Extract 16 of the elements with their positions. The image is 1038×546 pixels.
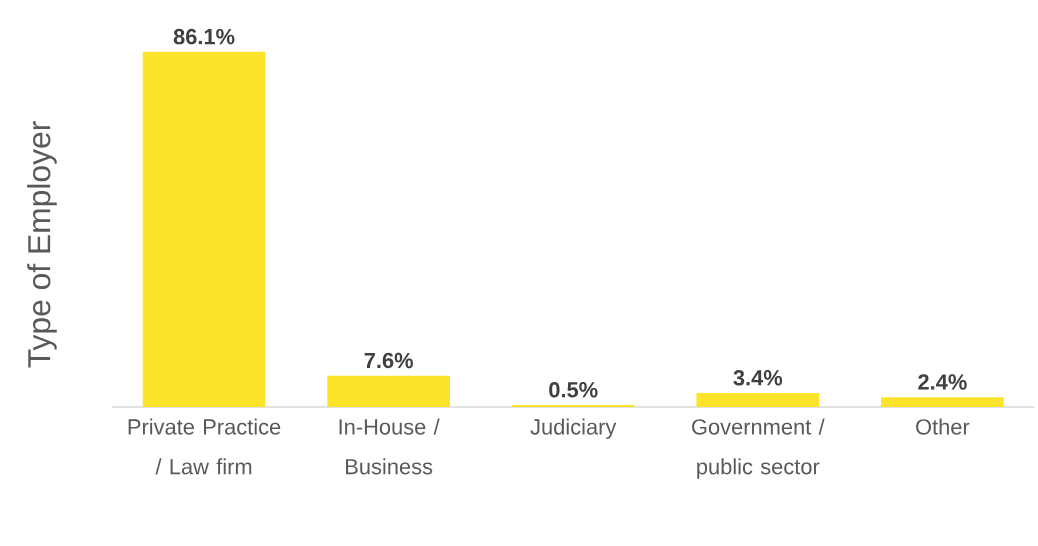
x-tick-label: Other [916, 418, 970, 435]
data-label: 7.6% [364, 352, 413, 369]
x-tick-label: Judiciary [530, 418, 617, 440]
bar [142, 51, 266, 408]
bar [881, 397, 1004, 408]
y-axis-title: Type of Employer [27, 121, 57, 368]
x-tick-label: Government / public sector [692, 418, 825, 479]
x-tick-label: Private Practice / Law firm [128, 418, 281, 475]
bar [511, 405, 635, 408]
bar [327, 375, 450, 408]
bar [696, 393, 820, 408]
data-label: 2.4% [918, 374, 967, 390]
x-tick-label: In-House / Business [339, 418, 440, 475]
data-label: 3.4% [733, 370, 783, 386]
data-label: 86.1% [173, 28, 235, 45]
data-label: 0.5% [549, 382, 598, 398]
